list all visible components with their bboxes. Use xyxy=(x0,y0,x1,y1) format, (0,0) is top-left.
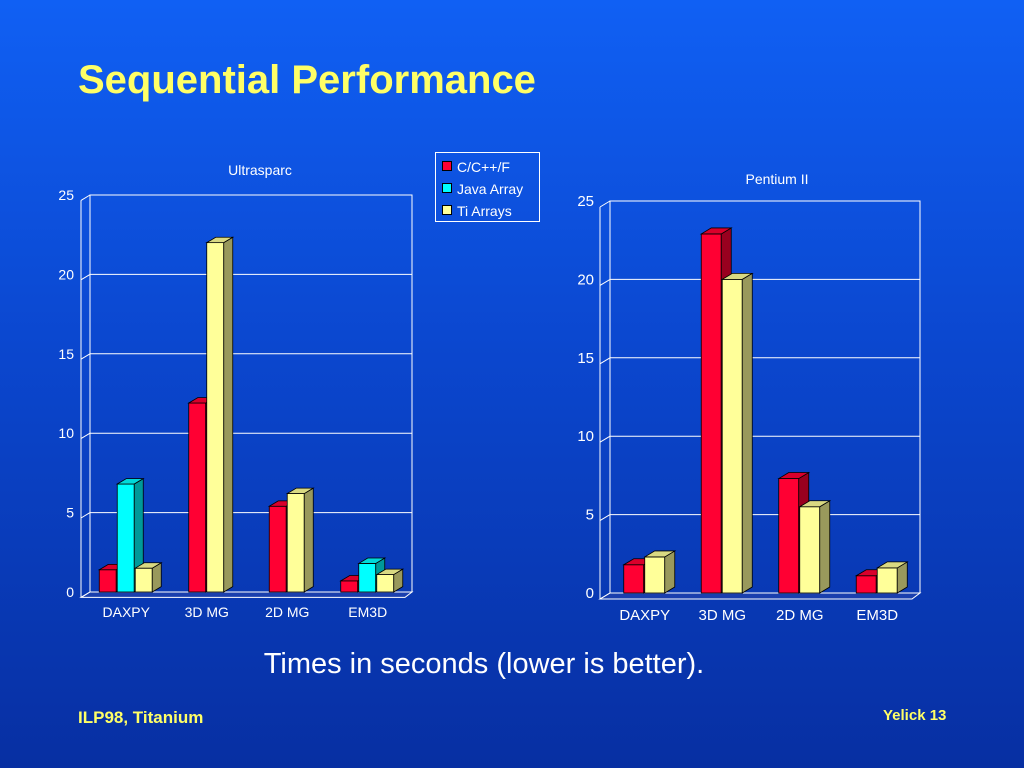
bar-ultrasparc-em3d-ti-arrays xyxy=(376,574,395,593)
legend-label-ti: Ti Arrays xyxy=(457,203,512,219)
legend-label-java: Java Array xyxy=(457,181,524,197)
bar-top-2d-mg-ti-arrays xyxy=(285,487,315,494)
x-category-label: DAXPY xyxy=(619,607,670,624)
bar-top-em3d-java-array xyxy=(357,557,387,564)
bar-side-2d-mg-ti-arrays xyxy=(819,500,831,594)
bar-side-3d-mg-ti-arrays xyxy=(741,272,753,594)
y-tick-label: 0 xyxy=(66,584,74,600)
bar-pentium-ii-2d-mg-ti-arrays xyxy=(799,506,821,594)
bar-ultrasparc-2d-mg-c-c-f xyxy=(268,505,287,593)
gridline-side xyxy=(80,512,91,519)
bar-ultrasparc-daxpy-c-c-f xyxy=(98,569,117,593)
plot-floor xyxy=(598,592,922,600)
bar-ultrasparc-em3d-java-array xyxy=(358,563,377,593)
y-tick-label: 25 xyxy=(58,187,74,203)
gridline-side xyxy=(599,514,611,522)
y-tick-label: 15 xyxy=(58,346,74,362)
legend-swatch-c xyxy=(442,161,452,171)
bar-pentium-ii-em3d-ti-arrays xyxy=(876,567,898,594)
bar-ultrasparc-em3d-c-c-f xyxy=(340,580,359,593)
bar-pentium-ii-2d-mg-c-c-f xyxy=(778,478,800,594)
bar-ultrasparc-daxpy-ti-arrays xyxy=(134,567,153,593)
legend-item-c: C/C++/F xyxy=(442,156,539,178)
slide-caption: Times in seconds (lower is better). xyxy=(263,648,705,680)
y-tick-label: 10 xyxy=(577,428,594,445)
gridline-side xyxy=(599,357,611,365)
y-tick-label: 25 xyxy=(577,193,594,210)
y-tick-label: 20 xyxy=(577,271,594,288)
bar-pentium-ii-3d-mg-ti-arrays xyxy=(721,278,743,594)
x-category-label: 3D MG xyxy=(698,607,746,624)
gridline-side xyxy=(80,273,91,281)
plot-floor xyxy=(79,591,414,598)
legend-item-java: Java Array xyxy=(442,178,539,200)
bar-pentium-ii-daxpy-ti-arrays xyxy=(644,556,666,594)
bar-top-em3d-ti-arrays xyxy=(375,568,405,575)
gridline-side xyxy=(599,592,611,600)
bar-top-daxpy-ti-arrays xyxy=(133,562,163,569)
y-tick-label: 5 xyxy=(586,507,594,524)
bar-side-daxpy-ti-arrays xyxy=(664,550,676,594)
bar-side-2d-mg-ti-arrays xyxy=(303,487,314,593)
bar-top-2d-mg-c-c-f xyxy=(777,472,811,479)
gridline-side xyxy=(80,194,91,201)
legend-swatch-java xyxy=(442,183,452,193)
x-category-label: EM3D xyxy=(348,604,387,620)
y-tick-label: 10 xyxy=(58,425,74,441)
gridline-side xyxy=(599,435,611,443)
bar-side-3d-mg-ti-arrays xyxy=(223,236,234,593)
y-tick-label: 15 xyxy=(577,350,594,367)
gridline-side xyxy=(80,353,91,360)
bar-top-em3d-ti-arrays xyxy=(875,561,909,569)
legend-label-c: C/C++/F xyxy=(457,159,510,175)
plot-area xyxy=(609,200,921,594)
chart-pentium-ii: 0 5 10 15 20 25 Pentium II DAXPY 3D MG 2D MG EM3D xyxy=(577,171,922,624)
bar-ultrasparc-daxpy-java-array xyxy=(116,483,135,593)
bar-top-daxpy-java-array xyxy=(115,478,145,485)
bar-top-3d-mg-ti-arrays xyxy=(205,236,235,244)
x-category-label: DAXPY xyxy=(103,604,151,620)
bar-top-2d-mg-ti-arrays xyxy=(798,500,832,508)
bar-pentium-ii-daxpy-c-c-f xyxy=(623,564,645,594)
x-category-label: EM3D xyxy=(856,607,898,624)
x-category-label: 3D MG xyxy=(185,604,229,620)
bar-top-3d-mg-c-c-f xyxy=(699,227,733,235)
bar-ultrasparc-3d-mg-c-c-f xyxy=(188,402,207,593)
chart-title: Pentium II xyxy=(745,171,808,187)
footer-page-number: Yelick 13 xyxy=(883,707,947,724)
gridline-side xyxy=(80,432,91,440)
chart-ultrasparc: 0 5 10 15 20 25 Ultrasparc DAXPY 3D MG 2D MG EM3D xyxy=(58,162,414,620)
bar-ultrasparc-2d-mg-ti-arrays xyxy=(286,493,305,593)
bar-pentium-ii-3d-mg-c-c-f xyxy=(700,233,722,594)
y-tick-label: 0 xyxy=(586,585,594,602)
legend-item-ti: Ti Arrays xyxy=(442,200,539,222)
gridline-side xyxy=(80,591,91,598)
chart-legend: C/C++/F Java Array Ti Arrays xyxy=(435,152,540,222)
legend-swatch-ti xyxy=(442,205,452,215)
bar-ultrasparc-3d-mg-ti-arrays xyxy=(206,242,225,593)
y-tick-label: 20 xyxy=(58,266,74,282)
bar-top-daxpy-ti-arrays xyxy=(643,550,677,558)
slide-title: Sequential Performance xyxy=(78,58,536,102)
chart-title: Ultrasparc xyxy=(228,162,292,178)
footer-left: ILP98, Titanium xyxy=(78,708,204,727)
bar-pentium-ii-em3d-c-c-f xyxy=(855,575,877,594)
y-tick-label: 5 xyxy=(66,505,74,521)
bar-top-3d-mg-ti-arrays xyxy=(720,272,754,280)
x-category-label: 2D MG xyxy=(265,604,309,620)
x-category-label: 2D MG xyxy=(776,607,824,624)
gridline-side xyxy=(599,278,611,286)
gridline-side xyxy=(599,200,611,208)
